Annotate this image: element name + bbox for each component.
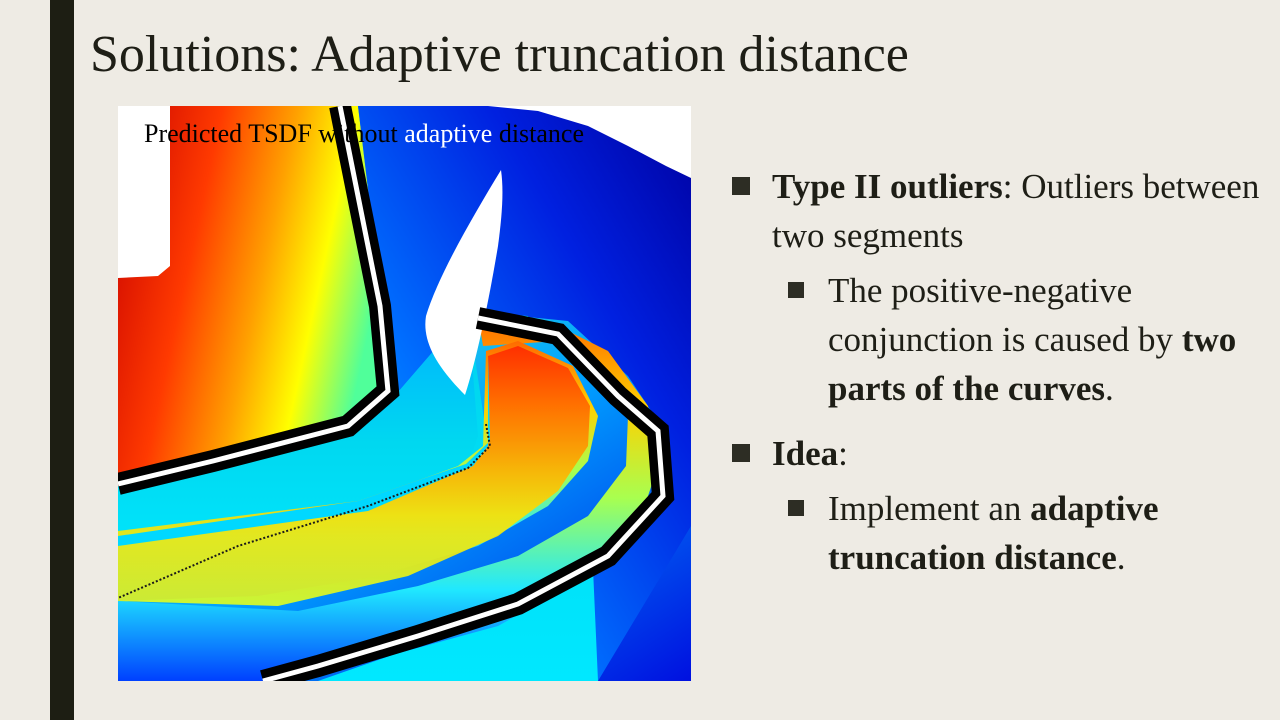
bullet-idea: Idea: xyxy=(732,429,1272,478)
bullet-plain: : xyxy=(838,434,848,473)
bullet-plain-after: . xyxy=(1117,538,1126,577)
figure-caption: Predicted TSDF without adaptive distance xyxy=(144,118,584,149)
sub-bullet-conjunction: The positive-negative conjunction is cau… xyxy=(788,266,1272,413)
bullet-list: Type II outliers: Outliers between two s… xyxy=(732,162,1272,582)
tsdf-heatmap-image xyxy=(118,106,691,681)
bullet-type-ii-outliers: Type II outliers: Outliers between two s… xyxy=(732,162,1272,260)
bullet-plain: Implement an xyxy=(828,489,1030,528)
bullet-text: Type II outliers: Outliers between two s… xyxy=(772,167,1259,255)
slide-title: Solutions: Adaptive truncation distance xyxy=(90,24,909,86)
caption-part-1: Predicted TSDF without xyxy=(144,119,404,148)
bullet-plain-after: . xyxy=(1105,369,1114,408)
bullet-bold: Type II outliers xyxy=(772,167,1003,206)
bullet-plain: The positive-negative conjunction is cau… xyxy=(828,271,1182,359)
square-bullet-icon xyxy=(788,282,804,298)
bullet-bold: Idea xyxy=(772,434,838,473)
square-bullet-icon xyxy=(732,444,750,462)
square-bullet-icon xyxy=(788,500,804,516)
caption-part-3: distance xyxy=(492,119,584,148)
caption-part-2: adaptive xyxy=(404,119,492,148)
accent-side-bar xyxy=(50,0,74,720)
bullet-text: Implement an adaptive truncation distanc… xyxy=(828,489,1159,577)
tsdf-figure: Predicted TSDF without adaptive distance xyxy=(118,106,691,681)
bullet-text: The positive-negative conjunction is cau… xyxy=(828,271,1236,408)
square-bullet-icon xyxy=(732,177,750,195)
bullet-text: Idea: xyxy=(772,434,848,473)
sub-bullet-implementation: Implement an adaptive truncation distanc… xyxy=(788,484,1272,582)
